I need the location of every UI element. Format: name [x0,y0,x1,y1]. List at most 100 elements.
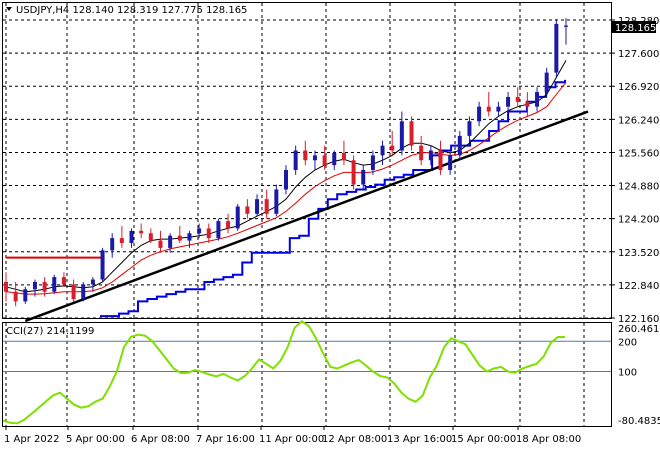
candle-body [158,240,163,248]
candle-body [255,199,260,214]
candle-body [477,106,482,122]
price-tick-label: 126.920 [618,82,659,93]
candle-body [370,155,375,170]
time-tick-label: 1 Apr 2022 [4,434,59,445]
cci-line [2,320,565,425]
candle-body [187,233,192,241]
candle-body [206,228,211,239]
candle-body [515,96,520,102]
candle-body [457,135,462,156]
price-tick-label: 122.160 [618,314,659,325]
candle-body [399,121,404,151]
candle-body [525,101,530,107]
ma-slow-line [5,81,567,295]
time-axis: 1 Apr 2022 5 Apr 00:00 6 Apr 08:00 7 Apr 16… [4,426,581,445]
current-price-marker [612,21,656,33]
candle-body [303,150,308,161]
cci-tick-label: -80.4835 [618,416,660,427]
candle-body [90,279,95,285]
price-tick-label: 124.200 [618,215,659,226]
candle-body [197,228,202,234]
candle-body [448,155,453,170]
candle-body [428,150,433,161]
candle-body [274,189,279,214]
indicator-panel-frame [2,322,612,427]
price-overlays [5,60,589,323]
time-tick-label: 6 Apr 08:00 [131,434,190,445]
candle-body [100,250,105,280]
candle-body [71,284,76,300]
candle-body [139,230,144,234]
cci-tick-label: 200 [618,337,637,348]
time-tick-label: 15 Apr 00:00 [451,434,516,445]
candle-body [390,145,395,151]
time-tick-label: 11 Apr 00:00 [259,434,324,445]
candle-body [4,281,8,292]
candle-body [438,150,443,170]
candle-body [506,96,511,107]
price-tick-label: 123.520 [618,248,659,259]
candle-body [293,150,298,170]
cci-label: CCI(27) 214.1199 [6,326,94,337]
candle-body [32,281,37,290]
price-tick-label: 122.840 [618,281,659,292]
candle-body [264,199,269,214]
price-tick-label: 125.560 [618,148,659,159]
candle-body [23,289,28,302]
cci-tick-label: 260.4619 [618,324,660,335]
candle-body [245,206,250,214]
time-tick-label: 12 Apr 08:00 [322,434,387,445]
candle-body [81,284,86,300]
candle-body [148,233,153,241]
candle-body [332,152,337,166]
price-tick-label: 127.600 [618,49,659,60]
candle-body [467,121,472,136]
current-price-label: 128.165 [615,23,656,34]
candle-body [110,238,115,251]
candle-body [119,238,124,244]
candle-body [351,160,356,185]
symbol-header: USDJPY,H4 128.140 128.319 127.775 128.16… [16,5,247,16]
candle-body [535,92,540,107]
candle-body [177,235,182,241]
dropdown-arrow-icon[interactable] [6,7,12,11]
candle-body [61,277,66,285]
candle-body [496,106,501,112]
candle-body [52,277,57,292]
candle-body [13,291,18,302]
candle-body [284,169,288,190]
cci-axis: 260.4619 200 100 -80.4835 [618,324,660,427]
candle-body [168,235,173,248]
candle-body [312,155,317,161]
time-tick-label: 13 Apr 16:00 [387,434,452,445]
candle-body [554,23,559,73]
price-tick-label: 126.240 [618,115,659,126]
candle-body [235,206,240,229]
time-tick-label: 7 Apr 16:00 [196,434,255,445]
donchian-line [100,79,566,318]
candle-body [42,281,47,292]
candle-body [380,145,385,156]
candle-body [486,106,491,112]
cci-tick-label: 100 [618,367,637,378]
candle-body [361,169,366,185]
candle-body [341,152,346,161]
candle-body [129,230,134,244]
candles [4,18,568,307]
price-axis: 128.280127.600126.920126.240125.560124.8… [611,16,659,325]
cci-series-line [2,320,565,425]
time-tick-label: 18 Apr 08:00 [516,434,581,445]
candle-body [419,145,424,161]
candle-body [564,25,568,27]
trend-line [24,110,589,323]
candle-body [226,221,231,229]
ma-fast-line [5,60,567,293]
candle-body [409,121,414,146]
candle-body [322,155,327,166]
candle-body [544,72,549,93]
time-tick-label: 5 Apr 00:00 [66,434,125,445]
price-tick-label: 124.880 [618,182,659,193]
candle-body [216,221,221,239]
grid-lines [3,3,611,426]
